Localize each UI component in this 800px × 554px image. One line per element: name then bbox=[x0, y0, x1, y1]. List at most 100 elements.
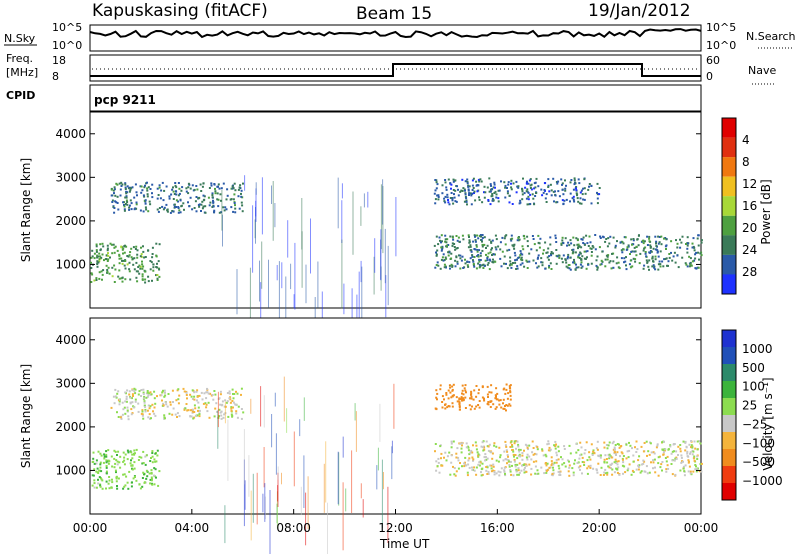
echo-cell bbox=[561, 261, 564, 264]
echo-cell bbox=[514, 440, 517, 443]
echo-cell bbox=[482, 263, 485, 266]
echo-cell bbox=[481, 201, 484, 204]
echo-cell bbox=[661, 469, 663, 472]
echo-cell bbox=[450, 446, 453, 449]
echo-cell bbox=[116, 392, 119, 395]
echo-cell bbox=[138, 483, 141, 486]
echo-cell bbox=[197, 406, 200, 409]
echo-cell bbox=[209, 201, 212, 204]
echo-cell bbox=[656, 251, 659, 254]
echo-cell bbox=[643, 264, 646, 267]
echo-cell bbox=[234, 204, 236, 207]
echo-cell bbox=[500, 406, 503, 409]
echo-cell bbox=[478, 388, 480, 391]
echo-cell bbox=[693, 440, 696, 443]
echo-cell bbox=[472, 187, 475, 189]
echo-cell bbox=[470, 449, 473, 452]
echo-cell bbox=[139, 255, 142, 258]
echo-cell bbox=[132, 477, 135, 480]
echo-cell bbox=[488, 190, 491, 193]
echo-cell bbox=[465, 199, 468, 202]
echo-cell bbox=[165, 403, 168, 406]
echo-cell bbox=[134, 248, 137, 250]
echo-cell bbox=[596, 193, 599, 196]
echo-cell bbox=[203, 195, 206, 198]
colorbar-tick-label: 16 bbox=[742, 199, 757, 213]
noise-streak bbox=[275, 433, 277, 475]
nsky-right-tick-bottom: 10^0 bbox=[706, 39, 736, 52]
echo-cell bbox=[444, 238, 447, 241]
echo-cell bbox=[142, 417, 145, 420]
echo-cell bbox=[587, 188, 590, 191]
echo-cell bbox=[532, 238, 535, 240]
echo-cell bbox=[517, 256, 520, 259]
noise-streak bbox=[277, 466, 279, 480]
echo-cell bbox=[608, 261, 611, 264]
echo-cell bbox=[510, 239, 513, 242]
echo-cell bbox=[233, 202, 236, 204]
echo-cell bbox=[628, 463, 631, 466]
echo-cell bbox=[445, 392, 448, 394]
echo-cell bbox=[504, 440, 507, 443]
echo-cell bbox=[208, 416, 211, 419]
colorbar-segment bbox=[722, 381, 736, 398]
noise-streak bbox=[278, 261, 280, 319]
echo-cell bbox=[560, 178, 563, 181]
colorbar-segment bbox=[722, 415, 736, 432]
echo-cell bbox=[122, 201, 125, 204]
echo-cell bbox=[509, 460, 512, 463]
echo-cell bbox=[452, 465, 454, 468]
echo-cell bbox=[693, 259, 696, 262]
echo-cell bbox=[234, 189, 237, 192]
echo-cell bbox=[488, 443, 491, 446]
noise-streak bbox=[307, 476, 309, 529]
echo-cell bbox=[213, 209, 216, 212]
echo-cell bbox=[97, 482, 100, 485]
echo-cell bbox=[151, 478, 153, 481]
echo-cell bbox=[510, 188, 513, 191]
echo-cell bbox=[467, 446, 470, 449]
echo-cell bbox=[223, 405, 226, 408]
echo-cell bbox=[194, 200, 197, 203]
echo-cell bbox=[452, 178, 455, 181]
echo-cell bbox=[483, 264, 486, 267]
echo-cell bbox=[693, 249, 696, 252]
echo-cell bbox=[105, 466, 108, 469]
echo-cell bbox=[569, 452, 572, 455]
echo-cell bbox=[146, 193, 149, 196]
echo-cell bbox=[545, 193, 548, 196]
echo-cell bbox=[483, 243, 486, 246]
echo-cell bbox=[141, 414, 144, 417]
echo-cell bbox=[103, 453, 106, 456]
echo-cell bbox=[568, 460, 570, 463]
echo-cell bbox=[653, 265, 656, 268]
echo-cell bbox=[233, 393, 236, 395]
noise-streak bbox=[355, 411, 357, 452]
echo-cell bbox=[480, 238, 483, 241]
echo-cell bbox=[184, 407, 187, 410]
echo-cell bbox=[91, 249, 94, 252]
echo-cell bbox=[168, 412, 171, 415]
x-tick-label: 12:00 bbox=[378, 521, 413, 535]
echo-cell bbox=[670, 452, 673, 455]
echo-cell bbox=[151, 246, 154, 249]
echo-cell bbox=[118, 398, 121, 401]
noise-streak bbox=[303, 455, 305, 508]
colorbar-segment bbox=[722, 215, 736, 236]
echo-cell bbox=[463, 200, 466, 203]
echo-cell bbox=[646, 235, 649, 238]
echo-cell bbox=[504, 392, 507, 395]
echo-cell bbox=[163, 206, 166, 209]
echo-cell bbox=[185, 394, 188, 396]
echo-cell bbox=[660, 243, 663, 246]
echo-cell bbox=[654, 248, 657, 251]
echo-cell bbox=[220, 187, 223, 190]
echo-cell bbox=[113, 186, 116, 189]
echo-cell bbox=[536, 257, 539, 260]
echo-cell bbox=[487, 470, 490, 473]
echo-cell bbox=[153, 397, 156, 400]
echo-cell bbox=[230, 206, 233, 209]
echo-cell bbox=[447, 244, 450, 246]
echo-cell bbox=[177, 194, 180, 197]
echo-cell bbox=[581, 265, 584, 268]
